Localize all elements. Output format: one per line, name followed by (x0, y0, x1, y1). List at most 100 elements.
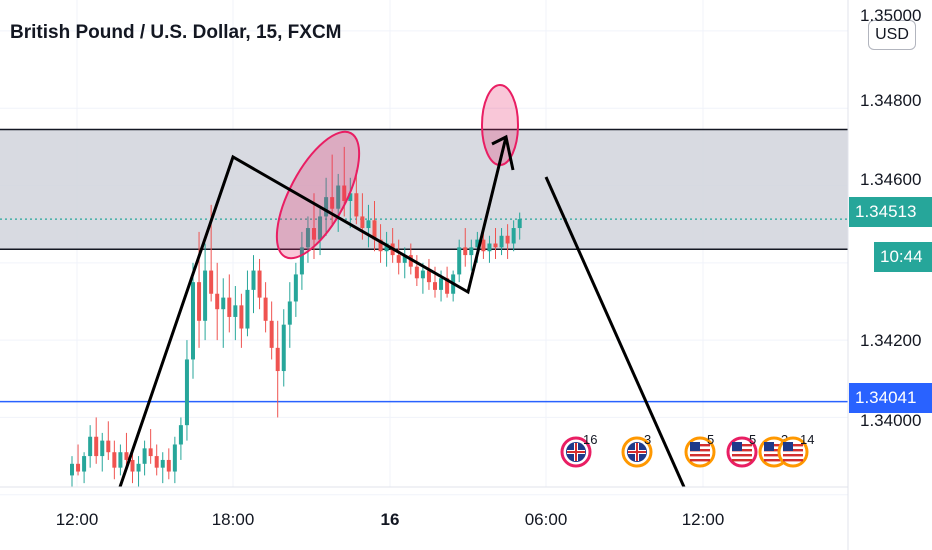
candle-body (299, 247, 304, 275)
candle-body (239, 305, 244, 329)
candle-body (439, 278, 444, 290)
candle-body (287, 301, 292, 325)
projection-arrowhead (491, 134, 515, 171)
candle-body (245, 289, 250, 329)
candle-body (445, 278, 450, 294)
candle-body (154, 456, 159, 468)
economic-event-badges[interactable]: 16355314 (560, 432, 814, 468)
candle-body (487, 243, 492, 252)
candle-body (166, 459, 171, 472)
candle-body (209, 270, 214, 294)
candle-body (82, 456, 87, 472)
uk-flag-event-icon[interactable] (621, 436, 653, 468)
candle-body (94, 436, 99, 457)
x-tick-label: 12:00 (55, 510, 99, 529)
candle-body (402, 255, 407, 263)
candle-series (70, 146, 522, 487)
candle-body (378, 239, 383, 252)
countdown-tag: 10:44 (874, 242, 932, 272)
x-tick-label: 06:00 (524, 510, 568, 529)
x-tick-label: 12:00 (681, 510, 725, 529)
highlight-ellipse-left[interactable] (260, 120, 375, 270)
candle-body (148, 448, 153, 457)
candle-body (305, 228, 310, 248)
candle-body (257, 270, 262, 298)
candle-body (324, 197, 329, 217)
candle-body (221, 297, 226, 310)
candle-body (457, 247, 462, 275)
candle-body (251, 270, 256, 290)
candle-body (136, 463, 141, 472)
candle-body (76, 463, 81, 472)
candle-body (172, 444, 177, 472)
projection-down-line[interactable] (544, 176, 686, 488)
us-flag-event-icon[interactable] (777, 436, 809, 468)
candle-body (130, 459, 135, 472)
event-count-label: 5 (707, 432, 714, 447)
candle-body (517, 219, 522, 229)
projection-path[interactable] (118, 136, 508, 488)
candle-body (178, 425, 183, 445)
y-tick-label: 1.34600 (860, 170, 922, 189)
candle-body (336, 185, 341, 209)
candle-body (348, 193, 353, 201)
candle-body (511, 228, 516, 244)
y-tick-label: 1.35000 (860, 6, 922, 25)
event-count-label: 5 (749, 432, 756, 447)
candle-body (215, 293, 220, 310)
candle-body (106, 440, 111, 453)
candle-body (342, 185, 347, 201)
candle-body (203, 270, 208, 321)
candle-body (233, 305, 238, 317)
candle-body (420, 270, 425, 279)
candle-body (160, 459, 165, 468)
event-count-label: 16 (583, 432, 597, 447)
candle-body (481, 239, 486, 252)
event-count-label: 14 (800, 432, 814, 447)
candle-body (142, 448, 147, 464)
candle-body (505, 235, 510, 244)
candle-body (475, 239, 480, 248)
highlight-ellipse-right[interactable] (481, 84, 519, 166)
x-tick-label: 16 (380, 510, 400, 529)
candle-body (396, 255, 401, 263)
candle-body (330, 197, 335, 209)
candle-body (414, 266, 419, 279)
candle-body (384, 243, 389, 252)
candle-body (360, 216, 365, 229)
candle-body (197, 282, 202, 321)
candle-body (118, 452, 123, 468)
uk-flag-event-icon[interactable] (560, 436, 592, 468)
y-tick-label: 1.34200 (860, 331, 922, 350)
candle-body (191, 282, 195, 360)
candle-body (269, 320, 274, 348)
candle-body (366, 220, 371, 229)
candle-body (354, 193, 359, 217)
current-price-tag: 1.34513 (849, 197, 932, 227)
event-count-label: 3 (644, 432, 651, 447)
candle-body (227, 297, 232, 317)
candle-body (408, 255, 413, 267)
candle-body (88, 436, 93, 457)
resistance-zone (0, 129, 848, 250)
currency-button[interactable]: USD (868, 20, 916, 50)
y-tick-label: 1.34000 (860, 411, 922, 430)
candle-body (426, 270, 431, 283)
candle-body (312, 228, 316, 240)
candle-body (275, 347, 280, 372)
candle-body (469, 247, 474, 256)
candle-body (100, 440, 105, 457)
candle-body (184, 359, 189, 426)
candle-body (318, 216, 323, 240)
x-tick-label: 18:00 (211, 510, 255, 529)
chart-title: British Pound / U.S. Dollar, 15, FXCM (10, 22, 342, 43)
candle-body (281, 324, 286, 372)
blue-level-tag[interactable]: 1.34041 (849, 383, 932, 413)
y-tick-label: 1.34800 (860, 91, 922, 110)
candle-body (124, 452, 129, 460)
us-flag-event-icon[interactable] (726, 436, 758, 468)
candle-body (463, 247, 468, 256)
us-flag-event-icon[interactable] (684, 436, 716, 468)
candle-body (70, 463, 74, 476)
